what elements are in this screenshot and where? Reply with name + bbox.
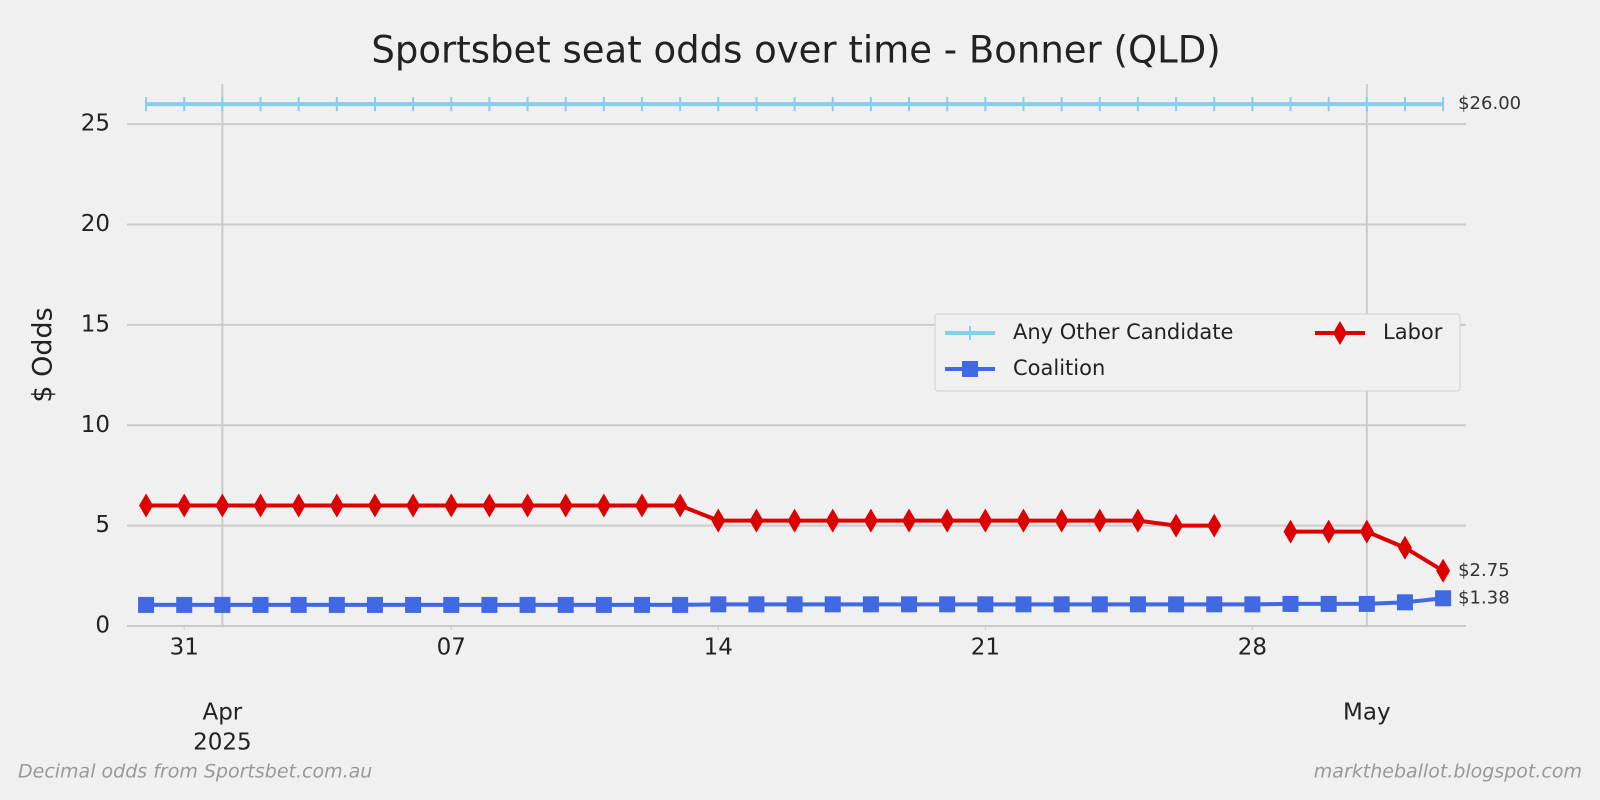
legend-marker bbox=[962, 361, 978, 377]
legend: Any Other Candidate Coalition Labor bbox=[934, 313, 1461, 392]
marker bbox=[520, 493, 535, 518]
marker bbox=[519, 596, 536, 613]
y-tick-label: 10 bbox=[81, 412, 110, 438]
marker bbox=[1359, 519, 1374, 544]
end-label: $26.00 bbox=[1458, 93, 1521, 114]
marker bbox=[557, 596, 574, 613]
x-tick-label: 21 bbox=[971, 635, 1000, 661]
marker bbox=[901, 596, 918, 613]
marker bbox=[1436, 558, 1451, 583]
y-tick-label: 25 bbox=[81, 111, 110, 137]
marker bbox=[825, 508, 840, 533]
marker bbox=[977, 596, 994, 613]
marker bbox=[710, 596, 727, 613]
marker bbox=[1054, 508, 1069, 533]
y-tick-label: 5 bbox=[95, 512, 110, 538]
marker bbox=[978, 508, 993, 533]
x-tick-label: 31 bbox=[170, 635, 199, 661]
marker bbox=[176, 596, 193, 613]
marker bbox=[1016, 508, 1031, 533]
marker bbox=[863, 508, 878, 533]
marker bbox=[405, 596, 422, 613]
marker bbox=[443, 596, 460, 613]
marker bbox=[215, 493, 230, 518]
marker bbox=[291, 493, 306, 518]
x-major-tick-label: Apr bbox=[202, 700, 242, 726]
marker bbox=[1397, 535, 1412, 560]
marker bbox=[786, 596, 803, 613]
marker bbox=[939, 596, 956, 613]
x-major-tick-label: May bbox=[1343, 700, 1391, 726]
marker bbox=[862, 596, 879, 613]
marker bbox=[367, 493, 382, 518]
x-major-tick-label: 2025 bbox=[193, 730, 252, 756]
y-tick-label: 0 bbox=[95, 613, 110, 639]
marker bbox=[329, 493, 344, 518]
y-tick-label: 20 bbox=[81, 211, 110, 237]
marker bbox=[787, 508, 802, 533]
marker bbox=[1169, 513, 1184, 538]
marker bbox=[824, 596, 841, 613]
marker bbox=[635, 493, 649, 518]
marker bbox=[177, 493, 192, 518]
marker bbox=[1320, 595, 1337, 612]
marker bbox=[595, 596, 612, 613]
marker bbox=[749, 508, 764, 533]
marker bbox=[672, 596, 689, 613]
marker bbox=[253, 493, 268, 518]
marker bbox=[328, 596, 345, 613]
x-tick-label: 14 bbox=[704, 635, 733, 661]
x-tick-label: 28 bbox=[1238, 635, 1267, 661]
marker bbox=[596, 493, 611, 518]
marker bbox=[1168, 596, 1185, 613]
x-tick-label: 07 bbox=[437, 635, 466, 661]
chart-title: Sportsbet seat odds over time - Bonner (… bbox=[371, 29, 1220, 72]
marker bbox=[366, 596, 383, 613]
marker bbox=[482, 493, 497, 518]
marker bbox=[1053, 596, 1070, 613]
marker bbox=[138, 596, 155, 613]
marker bbox=[252, 596, 269, 613]
footer-right: marktheballot.blogspot.com bbox=[1314, 761, 1582, 783]
marker bbox=[634, 596, 650, 613]
marker bbox=[673, 493, 688, 518]
marker bbox=[406, 493, 421, 518]
marker bbox=[1396, 594, 1413, 611]
y-axis-label: $ Odds bbox=[28, 307, 59, 402]
marker bbox=[1206, 596, 1223, 613]
marker bbox=[1282, 595, 1299, 612]
legend-marker bbox=[1333, 321, 1347, 345]
marker bbox=[139, 493, 154, 518]
marker bbox=[1091, 596, 1108, 613]
marker bbox=[1435, 590, 1452, 607]
marker bbox=[1129, 596, 1146, 613]
legend-label: Any Other Candidate bbox=[1013, 320, 1233, 344]
marker bbox=[444, 493, 459, 518]
marker bbox=[1358, 595, 1375, 612]
marker bbox=[558, 493, 573, 518]
marker bbox=[1283, 519, 1298, 544]
marker bbox=[481, 596, 498, 613]
marker bbox=[711, 508, 726, 533]
marker bbox=[1130, 508, 1145, 533]
marker bbox=[748, 596, 765, 613]
marker bbox=[290, 596, 307, 613]
footer-left: Decimal odds from Sportsbet.com.au bbox=[18, 761, 372, 783]
y-tick-label: 15 bbox=[81, 311, 110, 337]
marker bbox=[214, 596, 231, 613]
marker bbox=[1207, 513, 1222, 538]
end-label: $2.75 bbox=[1458, 560, 1510, 581]
legend-label: Labor bbox=[1383, 320, 1443, 344]
marker bbox=[940, 508, 955, 533]
marker bbox=[902, 508, 917, 533]
marker bbox=[1015, 596, 1032, 613]
marker bbox=[1321, 519, 1336, 544]
legend-label: Coalition bbox=[1013, 356, 1105, 380]
marker bbox=[1092, 508, 1107, 533]
marker bbox=[1244, 596, 1261, 613]
end-label: $1.38 bbox=[1458, 587, 1510, 608]
